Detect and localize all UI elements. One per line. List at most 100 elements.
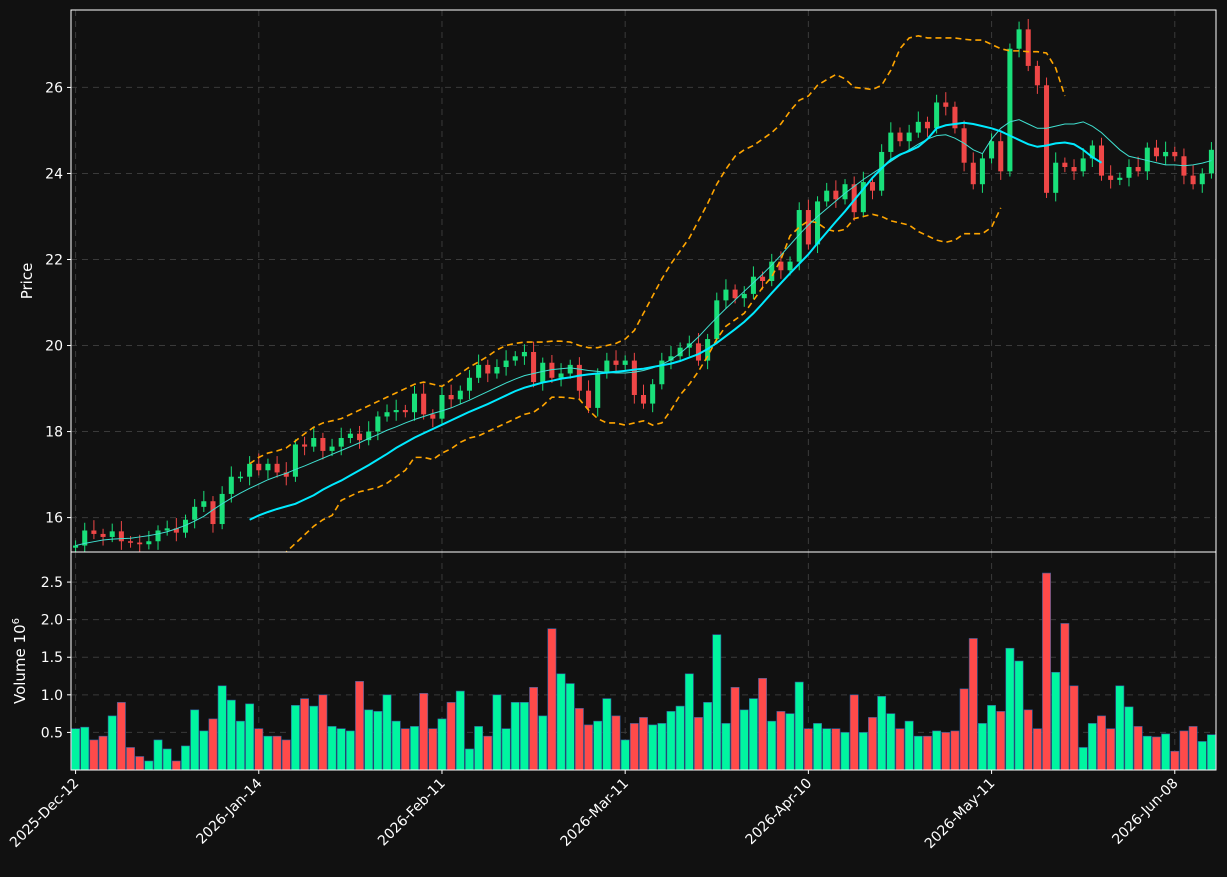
volume-bar: [410, 726, 419, 770]
volume-bar: [510, 702, 520, 770]
volume-bar: [153, 739, 163, 770]
candle-body: [1098, 145, 1105, 176]
candle-body: [210, 501, 216, 525]
volume-y-tick-label: 1.5: [41, 650, 63, 666]
volume-bar: [226, 699, 236, 770]
candle-body: [952, 106, 958, 129]
candle-body: [1025, 29, 1031, 66]
volume-bar: [245, 703, 255, 770]
volume-bar: [538, 715, 548, 770]
candle-body: [228, 476, 234, 494]
candle-body: [192, 506, 198, 520]
volume-bar: [419, 693, 429, 770]
volume-bar: [739, 709, 749, 770]
moving-average-fast-line: [75, 119, 1212, 547]
volume-bar: [1014, 660, 1024, 770]
volume-bar: [584, 724, 593, 770]
price-axis-label: Price: [18, 263, 36, 300]
candle-body: [934, 102, 940, 129]
volume-bar: [1179, 730, 1189, 770]
candle-body: [384, 412, 390, 417]
candle-body: [402, 410, 408, 413]
candle-body: [219, 493, 225, 525]
candle-body: [915, 121, 921, 133]
volume-bar: [694, 717, 703, 770]
candle-body: [815, 201, 821, 245]
candle-body: [311, 438, 317, 447]
candle-body: [164, 528, 170, 531]
candle-body: [366, 431, 372, 441]
volume-y-tick-label: 0.5: [41, 725, 63, 741]
candle-body: [1108, 175, 1114, 180]
x-tick-label: 2026-Apr-10: [743, 776, 816, 849]
candle-body: [668, 356, 674, 361]
candle-body: [961, 128, 967, 163]
candle-body: [1053, 162, 1059, 193]
candle-body: [1190, 175, 1196, 185]
candle-body: [860, 182, 866, 213]
bollinger-upper-line: [249, 34, 1066, 465]
volume-bar: [1133, 726, 1143, 770]
volume-bar: [162, 748, 172, 770]
candle-body: [357, 433, 363, 441]
candle-body: [347, 433, 353, 439]
candle-body: [723, 289, 729, 301]
candle-body: [320, 438, 326, 451]
price-y-tick-label: 26: [45, 80, 63, 96]
candle-body: [650, 384, 656, 404]
candle-body: [466, 377, 472, 391]
volume-bar: [574, 708, 584, 770]
volume-bar: [382, 694, 392, 770]
volume-bar: [1142, 735, 1152, 770]
volume-bar: [959, 688, 969, 770]
volume-bar: [895, 728, 905, 770]
candle-body: [677, 347, 683, 357]
volume-bar: [1206, 734, 1216, 770]
candle-body: [1016, 29, 1022, 49]
volume-bar: [565, 683, 575, 770]
x-tick-label: 2026-Jun-08: [1109, 776, 1181, 848]
volume-bar: [556, 673, 566, 770]
candle-body: [100, 533, 106, 537]
candle-body: [411, 393, 418, 413]
volume-bar: [190, 709, 200, 770]
volume-bar: [968, 638, 978, 770]
candle-body: [842, 184, 848, 200]
volume-bar: [465, 748, 474, 770]
volume-bar: [547, 628, 557, 770]
volume-bar: [1188, 726, 1198, 770]
volume-bar: [272, 735, 282, 770]
candle-body: [824, 190, 830, 202]
volume-axis-label-text: Volume 10: [11, 624, 29, 704]
volume-bar: [785, 713, 795, 770]
candle-body: [540, 362, 546, 383]
x-tick-label: 2026-Jan-14: [194, 775, 266, 847]
volume-bar: [529, 687, 539, 770]
candle-body: [750, 276, 756, 294]
candle-body: [576, 364, 582, 391]
candle-body: [457, 390, 463, 400]
volume-bars: [71, 572, 1216, 770]
volume-bar: [492, 694, 502, 770]
volume-bar: [813, 723, 822, 770]
candle-body: [1062, 162, 1068, 168]
volume-bar: [1161, 733, 1171, 770]
volume-bar: [263, 735, 273, 770]
candle-body: [73, 545, 79, 548]
volume-bar: [1087, 723, 1097, 770]
candle-body: [989, 141, 995, 159]
candle-body: [118, 531, 124, 542]
volume-bar: [236, 720, 245, 770]
candle-body: [494, 367, 500, 374]
candle-body: [787, 261, 793, 271]
volume-bar: [886, 713, 896, 770]
candle-body: [182, 519, 189, 533]
candle-body: [421, 393, 427, 415]
candle-body: [485, 364, 491, 374]
candle-body: [869, 182, 876, 191]
candle-body: [109, 531, 115, 537]
candle-body: [778, 261, 784, 271]
candle-body: [302, 444, 308, 447]
volume-bar: [794, 681, 804, 770]
volume-bar: [758, 677, 768, 770]
